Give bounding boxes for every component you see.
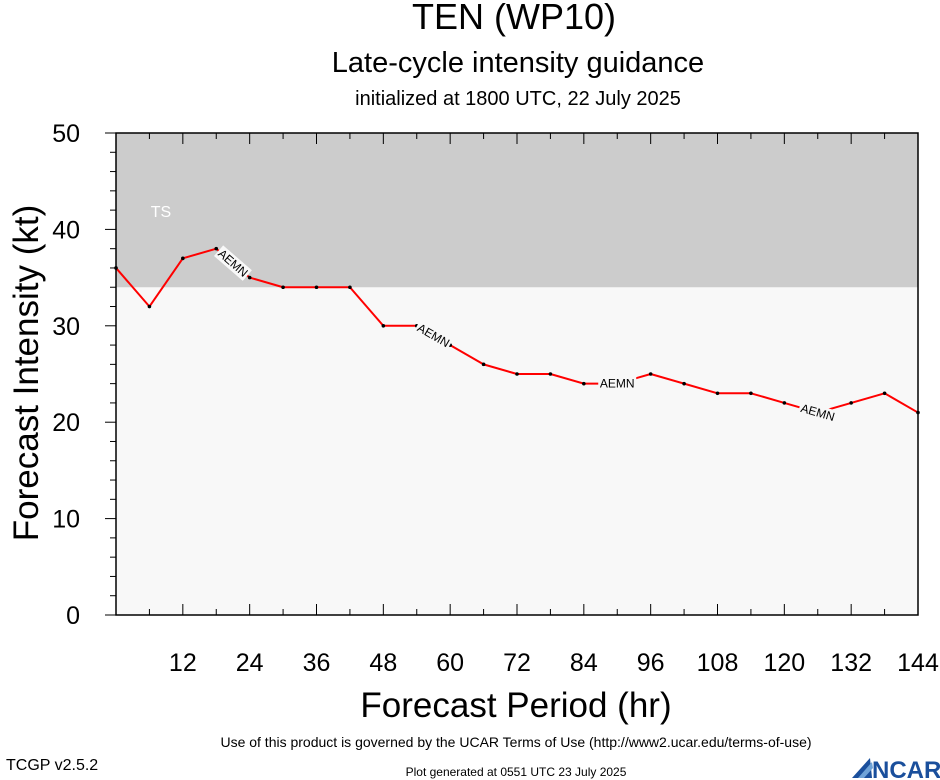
x-tick-label: 108 [697,649,739,677]
data-point [181,256,185,261]
x-tick-label: 12 [169,649,197,677]
series-segment [683,382,718,395]
data-point [882,391,887,396]
y-tick-label: 30 [52,313,80,341]
data-point [481,362,486,367]
y-tick-label: 0 [66,602,80,630]
x-tick-label: 120 [763,649,805,677]
y-tick-label: 50 [52,120,80,148]
init-time: initialized at 1800 UTC, 22 July 2025 [355,88,681,110]
series-label-background [797,400,838,425]
band-label-ts: TS [151,204,171,221]
x-tick-label: 48 [369,649,397,677]
data-point [682,381,686,386]
series-segment [249,276,284,289]
series-segment [650,373,685,385]
data-point [381,324,386,328]
y-tick-label: 20 [52,409,80,437]
data-point [281,285,285,290]
data-point [749,391,753,396]
data-point [214,246,219,251]
series-label-background [413,319,454,351]
chart-subtitle: Late-cycle intensity guidance [332,47,704,79]
ncar-logo: NCAR [852,757,940,780]
x-tick-label: 72 [503,649,531,677]
band-ts [116,133,918,288]
data-point [348,285,352,290]
generated-time: Plot generated at 0551 UTC 23 July 2025 [406,765,627,779]
y-axis-label: Forecast Intensity (kt) [7,205,46,541]
series-label-background [214,245,252,281]
x-tick-label: 60 [436,649,464,677]
version-label: TCGP v2.5.2 [6,757,98,774]
x-tick-label: 36 [303,649,331,677]
series-label-background [598,376,637,391]
series-segment [884,392,919,414]
series-segment [182,247,217,260]
chart-title: TEN (WP10) [412,0,616,37]
x-tick-label: 84 [570,649,598,677]
data-point [314,285,319,290]
series-segment [483,363,518,375]
series-segment [550,373,585,385]
data-point [582,381,586,386]
x-tick-label: 24 [236,649,264,677]
y-tick-label: 40 [52,216,80,244]
y-tick-label: 10 [52,506,80,534]
data-point [548,372,553,376]
data-point [147,304,152,309]
series-segment [148,257,184,308]
series-segment [449,344,485,366]
x-axis-label: Forecast Period (hr) [360,686,671,725]
x-tick-label: 96 [637,649,665,677]
x-tick-label: 144 [897,649,939,677]
data-point [247,275,252,280]
ncar-logo-text: NCAR [872,757,940,780]
series-segment [115,267,151,308]
data-point [849,401,853,405]
series-label: AEMN [600,377,635,391]
series-segment [850,392,885,404]
ncar-logo-stripe [858,762,873,778]
x-tick-label: 132 [830,649,872,677]
data-point [515,372,519,376]
series-segment [750,392,785,404]
terms-of-use: Use of this product is governed by the U… [220,734,811,750]
data-point [782,401,787,405]
data-point [715,391,720,396]
series-segment [349,286,385,327]
data-point [648,372,653,376]
